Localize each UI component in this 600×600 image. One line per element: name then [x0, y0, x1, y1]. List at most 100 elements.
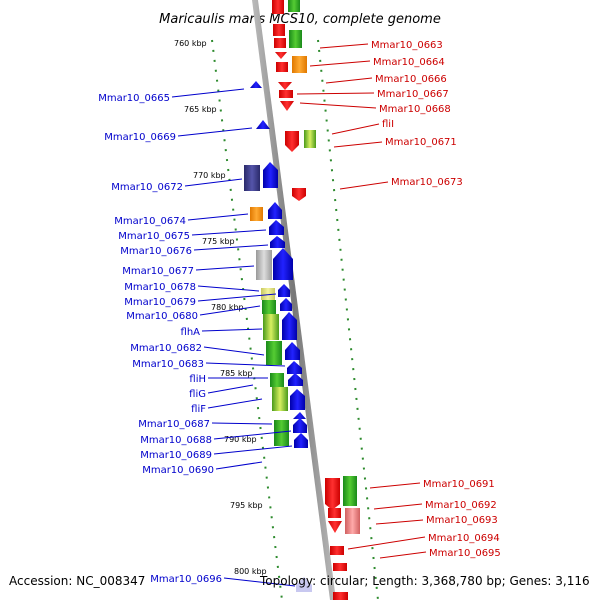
gene-feature[interactable] — [287, 361, 302, 374]
gene-label[interactable]: Mmar10_0695 — [429, 548, 501, 559]
gene-feature[interactable] — [285, 131, 299, 152]
gene-label[interactable]: Mmar10_0673 — [391, 177, 463, 188]
gene-label[interactable]: Mmar10_0682 — [130, 343, 202, 354]
gene-feature[interactable] — [275, 52, 287, 59]
gene-feature[interactable] — [288, 0, 300, 12]
gene-label[interactable]: Mmar10_0668 — [379, 104, 451, 115]
gene-label[interactable]: fliH — [189, 374, 206, 385]
gene-feature[interactable] — [276, 62, 288, 72]
kbp-label: 800 kbp — [234, 567, 267, 576]
gene-feature[interactable] — [274, 38, 286, 48]
kbp-label: 765 kbp — [184, 105, 217, 114]
gene-label[interactable]: Mmar10_0677 — [122, 266, 194, 277]
gene-label[interactable]: Mmar10_0690 — [142, 465, 214, 476]
gene-feature[interactable] — [288, 373, 303, 386]
gene-feature[interactable] — [278, 82, 292, 90]
gene-feature[interactable] — [270, 236, 285, 248]
gene-label[interactable]: Mmar10_0678 — [124, 282, 196, 293]
gene-feature[interactable] — [262, 300, 276, 314]
gene-feature[interactable] — [328, 508, 341, 518]
gene-feature[interactable] — [269, 220, 284, 235]
gene-label[interactable]: Mmar10_0676 — [120, 246, 192, 257]
gene-label[interactable]: Mmar10_0687 — [138, 419, 210, 430]
gene-label[interactable]: Mmar10_0696 — [150, 574, 222, 585]
gene-label[interactable]: fliG — [189, 389, 206, 400]
gene-label[interactable]: Mmar10_0689 — [140, 450, 212, 461]
gene-label[interactable]: Mmar10_0680 — [126, 311, 198, 322]
gene-feature[interactable] — [250, 207, 263, 221]
gene-label[interactable]: Mmar10_0693 — [426, 515, 498, 526]
gene-feature[interactable] — [292, 56, 307, 73]
gene-feature[interactable] — [282, 312, 297, 340]
gene-label[interactable]: Mmar10_0663 — [371, 40, 443, 51]
gene-label[interactable]: fliF — [191, 404, 206, 415]
gene-feature[interactable] — [273, 24, 285, 36]
gene-feature[interactable] — [263, 314, 279, 340]
gene-feature[interactable] — [328, 521, 342, 533]
gene-label[interactable]: Mmar10_0694 — [428, 533, 500, 544]
gene-label[interactable]: Mmar10_0667 — [377, 89, 449, 100]
gene-label[interactable]: Mmar10_0674 — [114, 216, 186, 227]
genome-backbone — [252, 0, 336, 600]
gene-label[interactable]: fliI — [382, 119, 394, 130]
gene-feature[interactable] — [333, 592, 348, 600]
gene-feature[interactable] — [244, 165, 260, 191]
kbp-label: 795 kbp — [230, 501, 263, 510]
right-gene-labels: Mmar10_0663 Mmar10_0664 Mmar10_0666 Mmar… — [296, 40, 501, 559]
gene-feature[interactable] — [296, 577, 312, 592]
gene-feature[interactable] — [273, 248, 293, 280]
gc-track-right — [317, 39, 379, 600]
gene-feature[interactable] — [280, 298, 292, 311]
kbp-ticks: 760 kbp 765 kbp 770 kbp 775 kbp 780 kbp … — [174, 39, 267, 576]
gene-feature[interactable] — [345, 508, 360, 534]
gene-feature[interactable] — [333, 563, 347, 571]
gene-feature[interactable] — [290, 389, 305, 410]
gene-label[interactable]: Mmar10_0683 — [132, 359, 204, 370]
reverse-strand-genes — [272, 0, 360, 600]
gene-label[interactable]: Mmar10_0672 — [111, 182, 183, 193]
gene-feature[interactable] — [270, 373, 284, 387]
gene-label[interactable]: flhA — [181, 327, 201, 338]
gene-feature[interactable] — [304, 130, 316, 148]
gene-label[interactable]: Mmar10_0692 — [425, 500, 497, 511]
gene-feature[interactable] — [250, 81, 262, 88]
gene-feature[interactable] — [272, 0, 284, 14]
kbp-label: 760 kbp — [174, 39, 207, 48]
gene-feature[interactable] — [266, 341, 282, 365]
gene-feature[interactable] — [330, 546, 344, 555]
gene-feature[interactable] — [256, 120, 270, 129]
left-gene-labels: Mmar10_0665 Mmar10_0669 Mmar10_0672 Mmar… — [98, 88, 296, 587]
gene-feature[interactable] — [292, 188, 306, 201]
gene-feature[interactable] — [272, 387, 288, 411]
gene-label[interactable]: Mmar10_0691 — [423, 479, 495, 490]
gene-label[interactable]: Mmar10_0669 — [104, 132, 176, 143]
gene-label[interactable]: Mmar10_0671 — [385, 137, 457, 148]
gene-feature[interactable] — [263, 162, 278, 188]
gene-label[interactable]: Mmar10_0666 — [375, 74, 447, 85]
gene-feature[interactable] — [280, 101, 294, 111]
gene-feature[interactable] — [268, 202, 282, 219]
kbp-label: 790 kbp — [224, 435, 257, 444]
gene-label[interactable]: Mmar10_0679 — [124, 297, 196, 308]
gene-feature[interactable] — [274, 420, 289, 446]
gene-feature[interactable] — [343, 476, 357, 506]
kbp-label: 780 kbp — [211, 303, 244, 312]
gene-label[interactable]: Mmar10_0665 — [98, 93, 170, 104]
gene-feature[interactable] — [256, 250, 272, 280]
gene-label[interactable]: Mmar10_0688 — [140, 435, 212, 446]
gene-feature[interactable] — [293, 418, 307, 433]
gene-feature[interactable] — [293, 412, 306, 419]
gene-label[interactable]: Mmar10_0675 — [118, 231, 190, 242]
kbp-label: 785 kbp — [220, 369, 253, 378]
gene-feature[interactable] — [289, 30, 302, 48]
gene-feature[interactable] — [278, 284, 290, 297]
gene-feature[interactable] — [294, 433, 308, 448]
gene-feature[interactable] — [261, 288, 275, 300]
kbp-label: 775 kbp — [202, 237, 235, 246]
gene-feature[interactable] — [279, 90, 293, 98]
forward-strand-genes — [244, 81, 312, 592]
gene-feature[interactable] — [325, 478, 340, 510]
gene-feature[interactable] — [285, 342, 300, 360]
gene-label[interactable]: Mmar10_0664 — [373, 57, 445, 68]
